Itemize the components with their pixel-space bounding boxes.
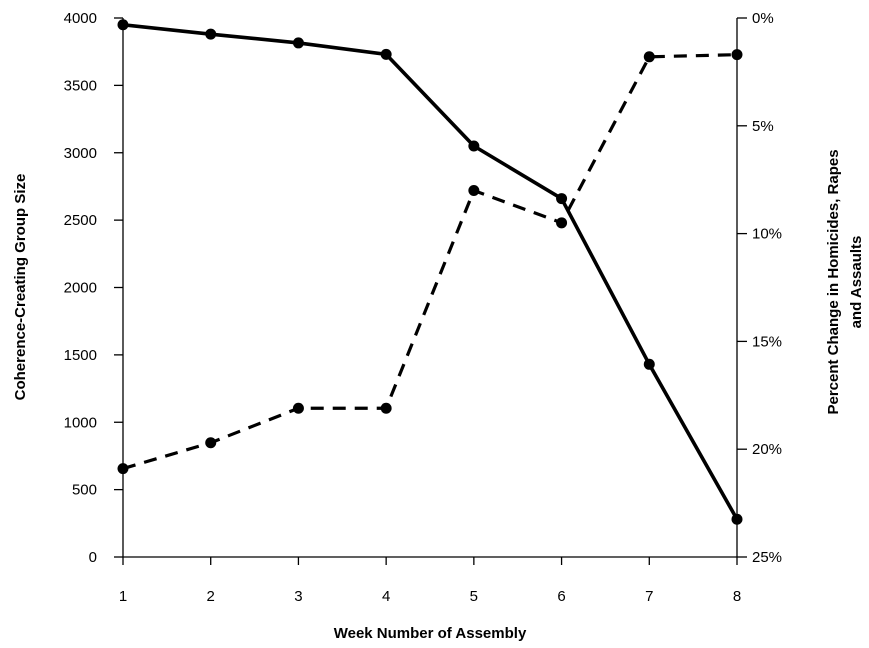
y2-tick-label: 25% [752, 549, 782, 566]
x-tick-label: 5 [470, 588, 478, 605]
y2-tick-label: 5% [752, 118, 774, 135]
dashed-series-point [556, 217, 568, 229]
y2-tick-label: 20% [752, 441, 782, 458]
solid-series-point [731, 513, 743, 525]
solid-series-line [122, 22, 739, 521]
y-tick-label: 1000 [64, 414, 97, 431]
solid-series-point [117, 19, 129, 31]
y-tick-label: 2500 [64, 212, 97, 229]
y-tick-label: 2000 [64, 280, 97, 297]
x-tick-label: 3 [294, 588, 302, 605]
solid-series-point [380, 48, 392, 60]
x-tick-label: 2 [207, 588, 215, 605]
x-tick-label: 6 [557, 588, 565, 605]
dashed-series-line [122, 53, 738, 471]
dashed-series-point [468, 184, 480, 196]
dashed-series-point [117, 463, 129, 475]
y-axis-title: Coherence-Creating Group Size [12, 174, 29, 401]
y-tick-label: 0 [89, 549, 97, 566]
y2-axis-title-line2: and Assaults [848, 236, 865, 329]
solid-series-point [556, 193, 568, 205]
solid-series-point [205, 28, 217, 40]
y2-tick-label: 10% [752, 226, 782, 243]
y-tick-label: 1500 [64, 347, 97, 364]
labels-layer: 0 500 1000 1500 2000 2500 3000 3500 4000 0% 5% 10% 1… [64, 10, 782, 605]
solid-series-point [468, 140, 480, 152]
dashed-series-point [292, 402, 304, 414]
y2-axis-title-line1: Percent Change in Homicides, Rapes [825, 149, 842, 414]
dashed-series-point [205, 437, 217, 449]
x-tick-label: 1 [119, 588, 127, 605]
y-tick-label: 3000 [64, 145, 97, 162]
y2-tick-label: 0% [752, 10, 774, 27]
dashed-series-point [643, 51, 655, 63]
solid-series-point [292, 37, 304, 49]
y-tick-label: 4000 [64, 10, 97, 27]
dashed-series-point [380, 402, 392, 414]
y-tick-label: 3500 [64, 77, 97, 94]
solid-series-point [643, 358, 655, 370]
x-tick-label: 7 [645, 588, 653, 605]
x-axis-title: Week Number of Assembly [334, 625, 527, 642]
dashed-series-point [731, 49, 743, 61]
x-tick-label: 4 [382, 588, 390, 605]
y2-tick-label: 15% [752, 333, 782, 350]
y-tick-label: 500 [72, 482, 97, 499]
series-layer [117, 19, 743, 525]
x-tick-label: 8 [733, 588, 741, 605]
